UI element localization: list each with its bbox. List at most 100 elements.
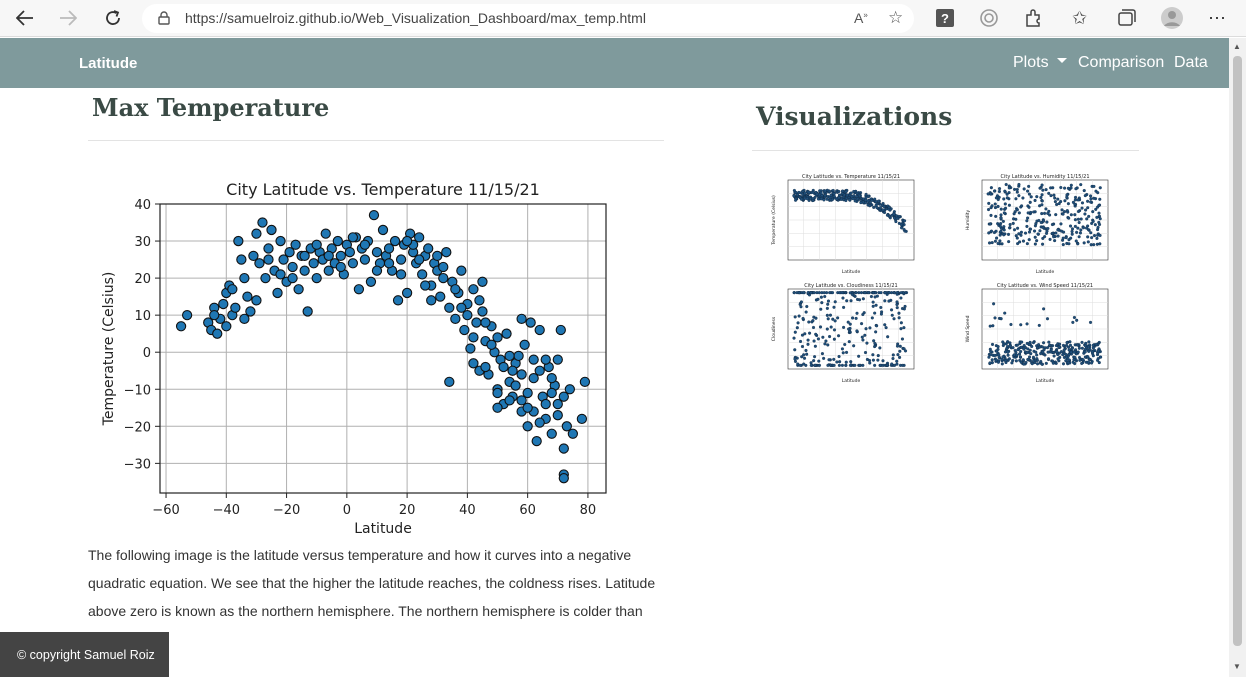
address-bar[interactable]: https://samuelroiz.github.io/Web_Visuali… <box>142 4 914 33</box>
thumbnail-point <box>842 305 846 309</box>
thumbnail-point <box>1022 343 1026 348</box>
thumbnail-point <box>993 202 997 206</box>
thumbnail-humidity-chart[interactable]: City Latitude vs. Humidity 11/15/21 Latit… <box>962 172 1114 276</box>
scatter-point <box>435 291 446 302</box>
extension-circle-icon[interactable] <box>979 8 999 28</box>
thumbnail-point <box>990 241 994 245</box>
thumbnail-point <box>1073 224 1077 228</box>
scatter-point <box>284 247 295 258</box>
scatter-point <box>492 387 503 399</box>
nav-data-link[interactable]: Data <box>1174 54 1208 71</box>
thumbnail-point <box>1044 361 1048 365</box>
thumbnail-point <box>1033 198 1037 202</box>
scatter-point <box>567 428 579 439</box>
thumbnail-point <box>1087 214 1091 218</box>
thumbnail-point <box>1003 202 1007 206</box>
thumbnail-point <box>873 341 877 346</box>
thumbnail-point <box>1003 311 1007 315</box>
thumbnail-point <box>1063 186 1067 190</box>
thumbnail-point <box>885 213 890 217</box>
thumbnail-point <box>845 193 849 197</box>
scatter-point <box>522 421 533 432</box>
thumbnail-point <box>902 326 906 330</box>
scroll-up-icon[interactable]: ▲ <box>1233 42 1241 51</box>
scroll-down-icon[interactable]: ▼ <box>1233 662 1241 671</box>
thumbnail-point <box>1018 352 1022 356</box>
x-tick-label: −20 <box>273 503 300 518</box>
thumbnail-point <box>1072 350 1076 354</box>
thumbnail-point <box>832 337 836 341</box>
thumbnail-point <box>1032 229 1037 233</box>
thumbnail-point <box>890 308 894 312</box>
thumbnail-point <box>844 198 848 203</box>
thumbnail-point <box>848 363 852 367</box>
read-aloud-icon[interactable]: A» <box>854 10 868 26</box>
thumbnail-point <box>992 230 996 235</box>
scatter-point <box>510 380 521 391</box>
thumbnail-point <box>798 339 803 344</box>
more-options-icon[interactable]: ⋯ <box>1208 8 1226 28</box>
thumbnail-point <box>1024 361 1028 365</box>
thumbnail-point <box>861 338 865 342</box>
help-icon[interactable]: ? <box>935 8 955 28</box>
thumbnail-point <box>1012 212 1016 216</box>
thumbnail-point <box>1095 242 1099 246</box>
scatter-point <box>456 302 467 313</box>
thumbnail-point <box>1061 362 1066 366</box>
thumbnail-cloudiness-chart[interactable]: City Latitude vs. Cloudiness 11/15/21 Lat… <box>768 281 920 385</box>
thumbnail-x-label: Latitude <box>842 378 861 384</box>
thumbnail-point <box>1029 195 1033 199</box>
thumbnail-point <box>795 326 799 330</box>
collections-icon[interactable] <box>1116 8 1136 28</box>
chart-description: The following image is the latitude vers… <box>88 547 656 647</box>
thumbnail-point <box>832 328 837 332</box>
favorite-add-icon[interactable]: ☆ <box>888 8 904 27</box>
thumbnail-point <box>1033 235 1037 239</box>
scatter-point <box>335 250 346 262</box>
x-tick-label: 60 <box>519 503 536 518</box>
refresh-icon[interactable] <box>100 6 126 30</box>
thumbnail-point <box>1069 183 1073 187</box>
thumbnail-point <box>796 362 800 366</box>
extensions-puzzle-icon[interactable] <box>1023 8 1043 28</box>
nav-comparison-link[interactable]: Comparison <box>1078 54 1165 71</box>
thumbnail-point <box>1004 206 1008 210</box>
thumbnail-point <box>1070 229 1074 234</box>
thumbnail-point <box>825 313 829 317</box>
scatter-point <box>248 250 259 262</box>
scatter-point <box>522 402 533 413</box>
thumbnail-point <box>1003 350 1007 354</box>
thumbnail-point <box>832 192 836 196</box>
thumbnail-point <box>1023 231 1028 235</box>
page-scrollbar[interactable]: ▲ ▼ <box>1229 38 1246 677</box>
thumbnail-point <box>897 311 901 315</box>
thumbnail-point <box>826 299 831 303</box>
thumbnail-point <box>883 291 887 295</box>
thumbnail-point <box>899 296 903 300</box>
forward-arrow-icon[interactable] <box>55 6 81 30</box>
scatter-point <box>474 295 485 306</box>
scatter-point <box>347 232 359 243</box>
thumbnail-point <box>1014 359 1018 363</box>
thumbnail-point <box>796 321 800 325</box>
thumbnail-point <box>1074 187 1078 191</box>
scrollbar-thumb[interactable] <box>1233 56 1242 646</box>
thumbnail-windspeed-chart[interactable]: City Latitude vs. Wind Speed 11/15/21 Lat… <box>962 281 1114 385</box>
scatter-point <box>245 306 256 317</box>
thumbnail-point <box>1037 345 1042 349</box>
thumbnail-point <box>813 355 817 359</box>
thumbnail-point <box>1046 350 1050 354</box>
navbar-brand[interactable]: Latitude <box>79 55 138 72</box>
scatter-point <box>395 269 407 280</box>
thumbnail-point <box>822 356 826 360</box>
thumbnail-point <box>1056 228 1060 232</box>
nav-plots-dropdown[interactable]: Plots <box>1013 54 1067 72</box>
favorites-icon[interactable]: ✩ <box>1072 8 1088 28</box>
thumbnail-temperature-chart[interactable]: City Latitude vs. Temperature 11/15/21 La… <box>768 172 920 276</box>
thumbnail-point <box>881 359 885 363</box>
thumbnail-point <box>806 338 810 342</box>
back-arrow-icon[interactable] <box>12 6 38 30</box>
profile-avatar-icon[interactable] <box>1160 6 1184 30</box>
thumbnail-point <box>1048 237 1052 241</box>
thumbnail-point <box>1002 211 1006 215</box>
